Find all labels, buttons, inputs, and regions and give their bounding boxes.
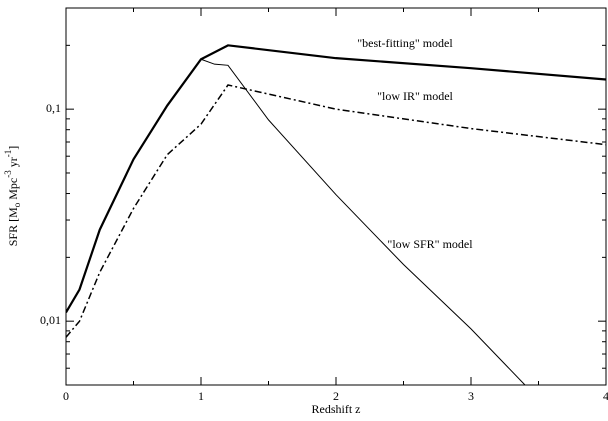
series-label: "low SFR" model (387, 237, 473, 251)
plot-frame (65, 7, 607, 386)
y-axis-label: SFR [Mo Mpc-3 yr-1] (3, 146, 22, 247)
x-tick-label: 4 (603, 389, 608, 403)
y-tick-label: 0,1 (46, 101, 61, 115)
series-line (66, 58, 526, 385)
x-axis-label: Redshift z (312, 402, 361, 416)
x-tick-label: 3 (468, 389, 474, 403)
series-line (66, 44, 606, 313)
x-tick-label: 0 (63, 389, 69, 403)
series-label: "best-fitting" model (357, 36, 453, 50)
series-line (66, 84, 606, 338)
series-label: "low IR" model (377, 89, 453, 103)
x-tick-label: 2 (333, 389, 339, 403)
y-tick-label: 0,01 (40, 313, 61, 327)
x-tick-label: 1 (198, 389, 204, 403)
